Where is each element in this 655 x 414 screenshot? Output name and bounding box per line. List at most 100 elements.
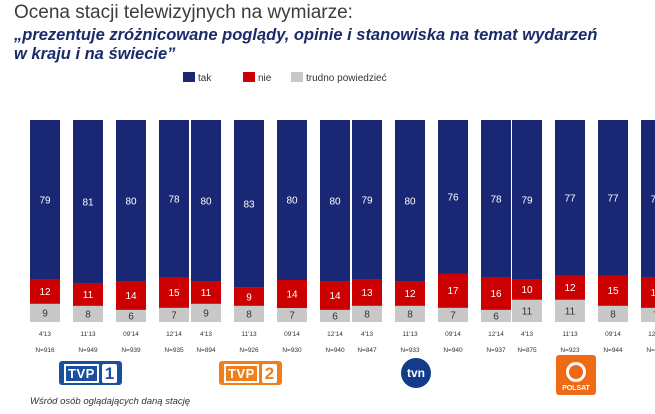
bar-segment-tvn-1-trudno bbox=[395, 305, 425, 322]
bar-segment-tvp1-0-trudno bbox=[30, 303, 60, 322]
data-label-polsat-2-nie: 15 bbox=[607, 286, 619, 297]
chart-subtitle: „prezentuje zróżnicowane poglądy, opinie… bbox=[14, 26, 598, 63]
bar-segment-tvn-2-tak bbox=[438, 120, 468, 274]
tvn-logo: tvn bbox=[401, 358, 431, 388]
sample-size-tvp1-3: N=935 bbox=[164, 347, 184, 354]
bar-segment-tvn-2-nie bbox=[438, 273, 468, 308]
data-label-tvn-3-trudno: 6 bbox=[493, 311, 499, 322]
bar-segment-tvn-1-tak bbox=[395, 120, 425, 282]
bar-segment-tvp1-2-tak bbox=[116, 120, 146, 282]
data-label-tvp1-1-trudno: 8 bbox=[85, 309, 91, 320]
data-label-polsat-1-tak: 77 bbox=[564, 193, 576, 204]
sample-size-polsat-2: N=944 bbox=[603, 347, 623, 354]
data-label-polsat-3-tak: 78 bbox=[650, 194, 655, 205]
data-label-tvp2-3-trudno: 6 bbox=[332, 311, 338, 322]
bar-segment-tvp1-2-nie bbox=[116, 281, 146, 310]
bar-segment-polsat-3-trudno bbox=[641, 307, 655, 322]
data-label-tvp1-0-tak: 79 bbox=[39, 195, 51, 206]
data-label-tvp1-2-trudno: 6 bbox=[128, 311, 134, 322]
sample-size-polsat-0: N=875 bbox=[517, 347, 537, 354]
period-label-tvn-2: 09'14 bbox=[445, 331, 461, 338]
tvn-logo-circle: tvn bbox=[401, 358, 431, 388]
data-label-tvp1-0-nie: 12 bbox=[39, 287, 51, 298]
legend-item-trudno: trudno powiedzieć bbox=[291, 72, 387, 84]
sample-size-tvn-3: N=937 bbox=[486, 347, 506, 354]
tvp1-logo-number: 1 bbox=[101, 363, 118, 383]
bar-segment-tvp2-2-nie bbox=[277, 280, 307, 308]
data-label-polsat-3-trudno: 7 bbox=[653, 310, 655, 321]
bar-segment-polsat-1-tak bbox=[555, 120, 585, 276]
period-label-polsat-0: 4'13 bbox=[521, 331, 533, 338]
bar-segment-tvn-0-tak bbox=[352, 120, 382, 280]
sample-size-tvp2-0: N=894 bbox=[196, 347, 216, 354]
period-label-tvp1-3: 12'14 bbox=[166, 331, 182, 338]
bar-segment-tvn-3-nie bbox=[481, 277, 511, 310]
data-label-tvn-0-nie: 13 bbox=[361, 288, 373, 299]
data-label-polsat-1-trudno: 11 bbox=[565, 306, 576, 317]
bar-segment-tvp2-3-trudno bbox=[320, 309, 350, 322]
period-label-tvp1-1: 11'13 bbox=[80, 331, 96, 338]
bar-segment-tvn-1-nie bbox=[395, 281, 425, 306]
data-label-tvp1-3-trudno: 7 bbox=[171, 310, 177, 321]
bar-segment-polsat-2-trudno bbox=[598, 305, 628, 322]
data-label-polsat-2-trudno: 8 bbox=[610, 309, 616, 320]
period-label-tvn-3: 12'14 bbox=[488, 331, 504, 338]
period-label-tvp2-3: 12'14 bbox=[327, 331, 343, 338]
data-label-tvp1-2-tak: 80 bbox=[125, 196, 137, 207]
bar-segment-tvp1-1-trudno bbox=[73, 305, 103, 322]
data-label-tvn-1-nie: 12 bbox=[404, 289, 416, 300]
bar-segment-tvp2-1-trudno bbox=[234, 305, 264, 322]
sample-size-polsat-3: N=927 bbox=[646, 347, 655, 354]
bar-segment-polsat-3-tak bbox=[641, 120, 655, 278]
legend-label-tak: tak bbox=[198, 73, 212, 84]
data-label-polsat-0-trudno: 11 bbox=[522, 306, 533, 317]
period-label-polsat-3: 12'14 bbox=[648, 331, 655, 338]
polsat-logo-text: POLSAT bbox=[562, 385, 590, 392]
data-label-tvn-2-trudno: 7 bbox=[450, 310, 456, 321]
bar-segment-tvp2-0-nie bbox=[191, 281, 221, 304]
data-label-tvn-1-tak: 80 bbox=[404, 196, 416, 207]
legend-label-trudno: trudno powiedzieć bbox=[306, 73, 387, 84]
data-label-polsat-2-tak: 77 bbox=[607, 193, 619, 204]
tvp2-logo-letters: TVP bbox=[224, 363, 259, 383]
data-label-tvp1-1-tak: 81 bbox=[82, 197, 94, 208]
data-label-tvp2-3-tak: 80 bbox=[329, 196, 341, 207]
bar-segment-tvp2-1-tak bbox=[234, 120, 264, 288]
bar-segment-tvn-0-trudno bbox=[352, 305, 382, 322]
legend-item-nie: nie bbox=[243, 72, 271, 84]
data-label-tvp2-3-nie: 14 bbox=[329, 291, 341, 302]
data-label-tvp1-0-trudno: 9 bbox=[42, 308, 48, 319]
period-label-tvp2-0: 4'13 bbox=[200, 331, 212, 338]
bar-segment-tvp2-2-tak bbox=[277, 120, 307, 280]
data-label-tvp2-2-trudno: 7 bbox=[289, 311, 295, 322]
data-label-tvp2-1-tak: 83 bbox=[243, 199, 255, 210]
data-label-tvn-0-trudno: 8 bbox=[364, 309, 370, 320]
bar-segment-tvn-3-trudno bbox=[481, 309, 511, 322]
data-label-tvp1-3-nie: 15 bbox=[168, 288, 180, 299]
bar-segment-tvp1-2-trudno bbox=[116, 309, 146, 322]
sample-size-tvp1-0: N=916 bbox=[35, 347, 55, 354]
bar-segment-polsat-0-nie bbox=[512, 279, 542, 300]
sample-size-tvn-2: N=940 bbox=[443, 347, 463, 354]
sample-size-tvn-0: N=847 bbox=[357, 347, 377, 354]
bar-segment-polsat-1-nie bbox=[555, 275, 585, 300]
sample-size-tvp1-1: N=949 bbox=[78, 347, 98, 354]
period-label-polsat-1: 11'13 bbox=[562, 331, 578, 338]
bar-segment-tvp1-1-nie bbox=[73, 283, 103, 306]
tvp2-logo: TVP 2 bbox=[219, 361, 283, 385]
polsat-logo-box: POLSAT bbox=[556, 355, 596, 395]
data-label-polsat-0-nie: 10 bbox=[521, 285, 533, 296]
bar-segment-polsat-2-nie bbox=[598, 275, 628, 306]
polsat-logo: POLSAT bbox=[556, 355, 596, 395]
data-label-tvn-2-nie: 17 bbox=[447, 286, 459, 297]
footnote: Wśród osób oglądających daną stację bbox=[30, 396, 191, 407]
data-label-polsat-0-tak: 79 bbox=[521, 195, 533, 206]
bar-segment-tvp1-3-tak bbox=[159, 120, 189, 278]
bar-segment-tvn-2-trudno bbox=[438, 307, 468, 322]
period-label-tvp1-0: 4'13 bbox=[39, 331, 51, 338]
bar-segment-polsat-1-trudno bbox=[555, 299, 585, 322]
bar-segment-polsat-2-tak bbox=[598, 120, 628, 276]
tvp2-logo-number: 2 bbox=[261, 363, 278, 383]
chart-title: Ocena stacji telewizyjnych na wymiarze: bbox=[14, 2, 353, 23]
